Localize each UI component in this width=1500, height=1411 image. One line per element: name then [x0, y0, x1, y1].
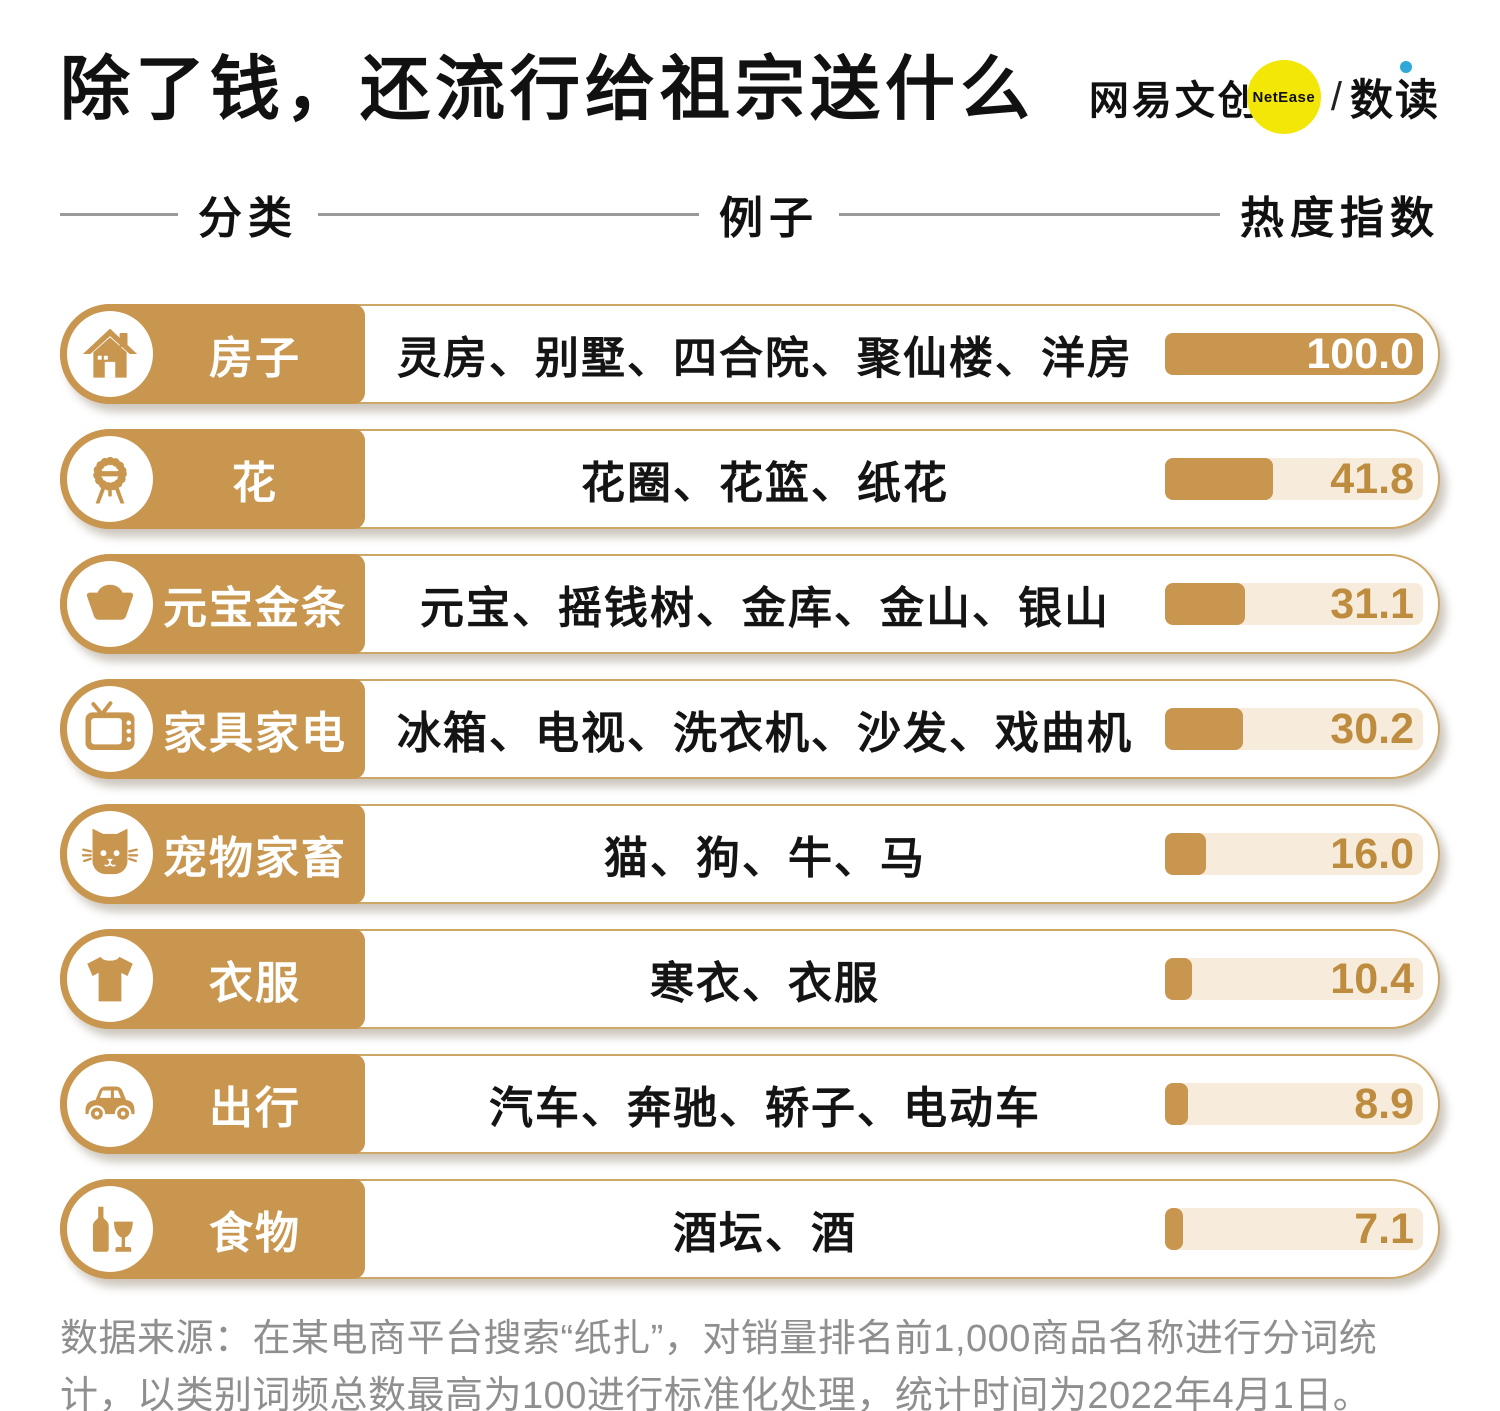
row-transport: 出行 汽车、奔驰、轿子、电动车 8.9: [60, 1054, 1440, 1154]
bar-fill: [1165, 958, 1192, 1000]
examples-text: 冰箱、电视、洗衣机、沙发、戏曲机: [397, 709, 1133, 758]
bar-value: 10.4: [1330, 955, 1414, 1003]
house-icon: [67, 311, 153, 397]
category-label: 衣服: [209, 959, 301, 1008]
row-pets-livestock: 宠物家畜 猫、狗、牛、马 16.0: [60, 804, 1440, 904]
bar-fill: [1165, 708, 1243, 750]
category-label: 房子: [209, 334, 301, 383]
examples-text: 花圈、花篮、纸花: [581, 459, 949, 508]
category-block: 宠物家畜: [60, 804, 365, 904]
heat-index-bar: 16.0: [1165, 830, 1423, 878]
heat-index-bar: 8.9: [1165, 1080, 1423, 1128]
heat-index-bar: 31.1: [1165, 580, 1423, 628]
netease-shudu-logo: 网易文创 NetEase / 数读: [1089, 60, 1440, 134]
bar-value: 41.8: [1330, 455, 1414, 503]
bar-fill: [1165, 583, 1246, 625]
bar-value: 7.1: [1354, 1205, 1414, 1253]
bar-value: 16.0: [1330, 830, 1414, 878]
category-block: 食物: [60, 1179, 365, 1279]
heat-index-bar: 100.0: [1165, 330, 1423, 378]
bar-fill: [1165, 833, 1207, 875]
footer: 数据来源：在某电商平台搜索“纸扎”，对销量排名前1,000商品名称进行分词统计，…: [60, 1311, 1452, 1411]
shirt-icon: [67, 936, 153, 1022]
column-header-heat-index: 热度指数: [1240, 194, 1440, 243]
page-title: 除了钱，还流行给祖宗送什么: [60, 50, 1035, 128]
bar-value: 30.2: [1330, 705, 1414, 753]
heat-index-bar: 10.4: [1165, 955, 1423, 1003]
heat-index-bar: 30.2: [1165, 705, 1423, 753]
netease-yellow-badge: NetEase: [1246, 60, 1321, 134]
category-label: 花: [232, 459, 278, 508]
heat-index-bar: 7.1: [1165, 1205, 1423, 1253]
header: 除了钱，还流行给祖宗送什么 网易文创 NetEase / 数读: [60, 50, 1440, 134]
category-label: 家具家电: [163, 709, 347, 758]
divider-line: [839, 212, 1220, 216]
category-rows: 房子 灵房、别墅、四合院、聚仙楼、洋房 100.0: [60, 304, 1440, 1279]
category-block: 出行: [60, 1054, 365, 1154]
bar-fill: [1165, 1208, 1184, 1250]
examples-text: 灵房、别墅、四合院、聚仙楼、洋房: [397, 334, 1133, 383]
data-source-note: 数据来源：在某电商平台搜索“纸扎”，对销量排名前1,000商品名称进行分词统计，…: [60, 1318, 1378, 1411]
category-label: 出行: [209, 1084, 301, 1133]
cat-icon: [67, 811, 153, 897]
column-headers: 分类 例子 热度指数: [60, 182, 1440, 246]
row-clothes: 衣服 寒衣、衣服 10.4: [60, 929, 1440, 1029]
category-block: 房子: [60, 304, 365, 404]
category-block: 家具家电: [60, 679, 365, 779]
heat-index-bar: 41.8: [1165, 455, 1423, 503]
examples-text: 寒衣、衣服: [650, 959, 880, 1008]
row-food: 食物 酒坛、酒 7.1: [60, 1179, 1440, 1279]
car-icon: [67, 1061, 153, 1147]
examples-text: 酒坛、酒: [673, 1209, 857, 1258]
wine-icon: [67, 1186, 153, 1272]
netease-text: NetEase: [1252, 88, 1316, 106]
bar-value: 8.9: [1354, 1080, 1414, 1128]
examples-text: 元宝、摇钱树、金库、金山、银山: [420, 584, 1110, 633]
divider-line: [318, 212, 699, 216]
logo-brand-text: 网易文创: [1088, 79, 1261, 123]
category-block: 花: [60, 429, 365, 529]
examples-text: 汽车、奔驰、轿子、电动车: [489, 1084, 1041, 1133]
blue-dot-icon: [1400, 61, 1413, 73]
bar-fill: [1165, 1083, 1188, 1125]
examples-text: 猫、狗、牛、马: [604, 834, 926, 883]
ingot-icon: [67, 561, 153, 647]
row-furniture-appliances: 家具家电 冰箱、电视、洗衣机、沙发、戏曲机 30.2: [60, 679, 1440, 779]
bar-fill: [1165, 458, 1273, 500]
category-label: 食物: [209, 1209, 301, 1258]
tv-icon: [67, 686, 153, 772]
category-block: 元宝金条: [60, 554, 365, 654]
bar-fill: [1165, 333, 1423, 375]
bar-value: 31.1: [1330, 580, 1414, 628]
row-gold-ingots: 元宝金条 元宝、摇钱树、金库、金山、银山 31.1: [60, 554, 1440, 654]
column-header-examples: 例子: [719, 194, 819, 243]
bar-value: 100.0: [1306, 330, 1414, 378]
divider-line: [60, 212, 178, 216]
wreath-icon: [67, 436, 153, 522]
row-house: 房子 灵房、别墅、四合院、聚仙楼、洋房 100.0: [60, 304, 1440, 404]
column-header-category: 分类: [198, 194, 298, 243]
category-label: 宠物家畜: [163, 834, 347, 883]
category-block: 衣服: [60, 929, 365, 1029]
logo-product-text: 数读: [1350, 61, 1440, 128]
category-label: 元宝金条: [163, 584, 347, 633]
logo-slash: /: [1330, 74, 1342, 119]
row-flowers: 花 花圈、花篮、纸花 41.8: [60, 429, 1440, 529]
